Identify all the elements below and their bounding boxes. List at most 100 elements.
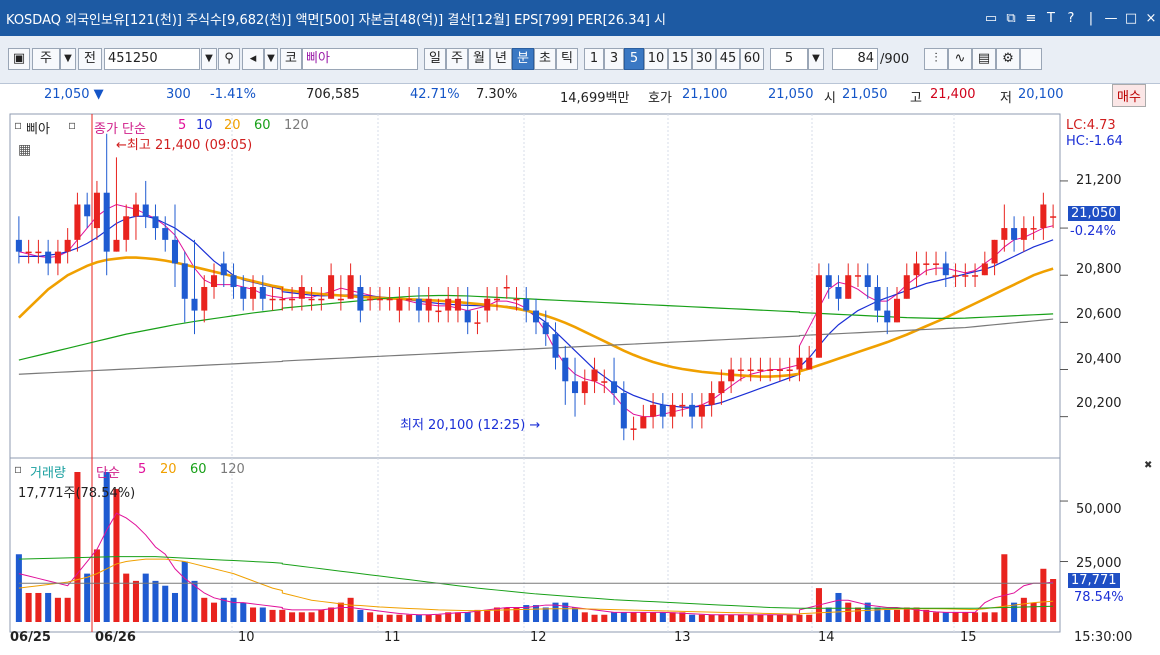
volume-legend: 거래량 xyxy=(30,466,66,481)
interval-value-input[interactable]: 5 xyxy=(770,48,808,70)
volume-bar xyxy=(464,612,471,622)
indicator-icon[interactable]: ∿ xyxy=(948,48,972,70)
price-ma120-line xyxy=(18,318,1054,375)
period-week[interactable]: 주 xyxy=(446,48,468,70)
volume-bar xyxy=(435,614,442,622)
candle-body xyxy=(25,251,32,254)
week-selector[interactable]: 주 xyxy=(32,48,60,70)
interval-5[interactable]: 5 xyxy=(624,48,644,70)
candle-body xyxy=(698,404,705,417)
interval-60[interactable]: 60 xyxy=(740,48,764,70)
save-icon[interactable]: ▤ xyxy=(972,48,996,70)
volume-bar xyxy=(181,561,188,622)
candle-body xyxy=(923,263,930,265)
volume-bar xyxy=(728,614,735,622)
stock-code-input[interactable]: 451250 xyxy=(104,48,200,70)
volume-bar xyxy=(864,602,871,622)
volume-box-icon[interactable]: ▫ xyxy=(14,462,23,476)
period-tick[interactable]: 틱 xyxy=(556,48,578,70)
buy-button[interactable]: 매수 xyxy=(1112,84,1146,107)
interval-dropdown-icon[interactable]: ▼ xyxy=(808,48,824,70)
vol-ma120-label: 120 xyxy=(220,462,245,477)
candle-body xyxy=(669,404,676,417)
speaker-icon[interactable]: ◂ xyxy=(242,48,264,70)
interval-30[interactable]: 30 xyxy=(692,48,716,70)
search-icon[interactable]: ⚲ xyxy=(218,48,240,70)
candle-body xyxy=(142,204,149,217)
x-label-11: 11 xyxy=(384,630,401,645)
close-panel-icon[interactable]: ✖ xyxy=(1144,460,1153,471)
candle-body xyxy=(864,275,871,287)
candle-body xyxy=(454,298,461,311)
interval-3[interactable]: 3 xyxy=(604,48,624,70)
panel-box-icon[interactable]: ▫ xyxy=(14,118,23,132)
volume-bar xyxy=(376,614,383,622)
interval-15[interactable]: 15 xyxy=(668,48,692,70)
min-price-marker: 최저 20,100 (12:25) → xyxy=(400,418,541,433)
minimize-icon[interactable]: — xyxy=(1104,10,1118,26)
volume-bar xyxy=(1040,568,1047,622)
period-day[interactable]: 일 xyxy=(424,48,446,70)
volume-bar xyxy=(776,614,783,622)
extra-checkbox[interactable] xyxy=(1020,48,1042,70)
max-price-marker: ←최고 21,400 (09:05) xyxy=(116,138,253,153)
volume-bar xyxy=(796,614,803,622)
period-year[interactable]: 년 xyxy=(490,48,512,70)
week-dropdown-icon[interactable]: ▼ xyxy=(60,48,76,70)
help-icon[interactable]: ? xyxy=(1067,10,1075,26)
candle-body xyxy=(171,239,179,264)
quote-row: 21,050 ▼ 300 -1.41% 706,585 42.71% 7.30%… xyxy=(6,83,1160,109)
count-input[interactable]: 84 xyxy=(832,48,878,70)
font-size-icon[interactable]: T xyxy=(1047,10,1055,26)
candlestick-chart[interactable] xyxy=(0,112,1160,655)
interval-45[interactable]: 45 xyxy=(716,48,740,70)
ask-price-2: 21,050 xyxy=(768,87,814,102)
volume-bar xyxy=(689,614,696,622)
code-dropdown-icon[interactable]: ▼ xyxy=(201,48,217,70)
tile-window-icon[interactable]: ▭ xyxy=(984,10,998,26)
volume-tick-50000: 50,000 xyxy=(1076,502,1122,517)
volume-bar xyxy=(484,609,491,622)
volume-bar xyxy=(513,607,520,622)
x-label-13: 13 xyxy=(674,630,691,645)
settings-icon[interactable]: ⚙ xyxy=(996,48,1020,70)
volume-vol_ma60-line xyxy=(18,556,1054,609)
volume-panel-border xyxy=(9,457,1061,633)
period-minute[interactable]: 분 xyxy=(512,48,534,70)
candle-body xyxy=(357,287,364,311)
volume-bar xyxy=(1050,579,1057,622)
price-ma-legend: 종가 단순 xyxy=(94,122,146,137)
volume-bar xyxy=(123,573,130,622)
candle-body xyxy=(884,310,891,323)
interval-1[interactable]: 1 xyxy=(584,48,604,70)
candle-body xyxy=(425,298,432,311)
volume-bar xyxy=(240,602,247,622)
x-axis-time: 15:30:00 xyxy=(1074,630,1133,645)
close-icon[interactable]: × xyxy=(1145,10,1157,26)
stock-name-field[interactable]: 삐아 xyxy=(302,48,418,70)
candle-body xyxy=(406,298,413,301)
period-second[interactable]: 초 xyxy=(534,48,556,70)
layout-icon[interactable]: ▣ xyxy=(8,48,30,70)
volume-bar xyxy=(972,612,979,622)
duplicate-window-icon[interactable]: ⧉ xyxy=(1006,10,1016,26)
candle-body xyxy=(220,263,227,276)
candle-body xyxy=(806,357,813,370)
market-label[interactable]: 코 xyxy=(280,48,302,70)
volume-bar xyxy=(415,614,422,622)
candle-type-icon[interactable]: ⫶ xyxy=(924,48,948,70)
interval-10[interactable]: 10 xyxy=(644,48,668,70)
candle-body xyxy=(318,298,325,301)
candle-body xyxy=(259,287,266,299)
trade-volume: 706,585 xyxy=(306,87,360,102)
all-button[interactable]: 전 xyxy=(78,48,102,70)
speaker-dropdown-icon[interactable]: ▼ xyxy=(264,48,278,70)
current-price: 21,050 ▼ xyxy=(44,87,104,102)
volume-bar xyxy=(93,549,100,622)
grid-toggle-icon[interactable]: ▦ xyxy=(18,142,32,158)
panel-box2-icon[interactable]: ▫ xyxy=(68,118,77,132)
period-month[interactable]: 월 xyxy=(468,48,490,70)
candle-body xyxy=(445,298,452,311)
pin-window-icon[interactable]: ≡ xyxy=(1025,10,1037,26)
maximize-icon[interactable]: □ xyxy=(1124,10,1138,26)
